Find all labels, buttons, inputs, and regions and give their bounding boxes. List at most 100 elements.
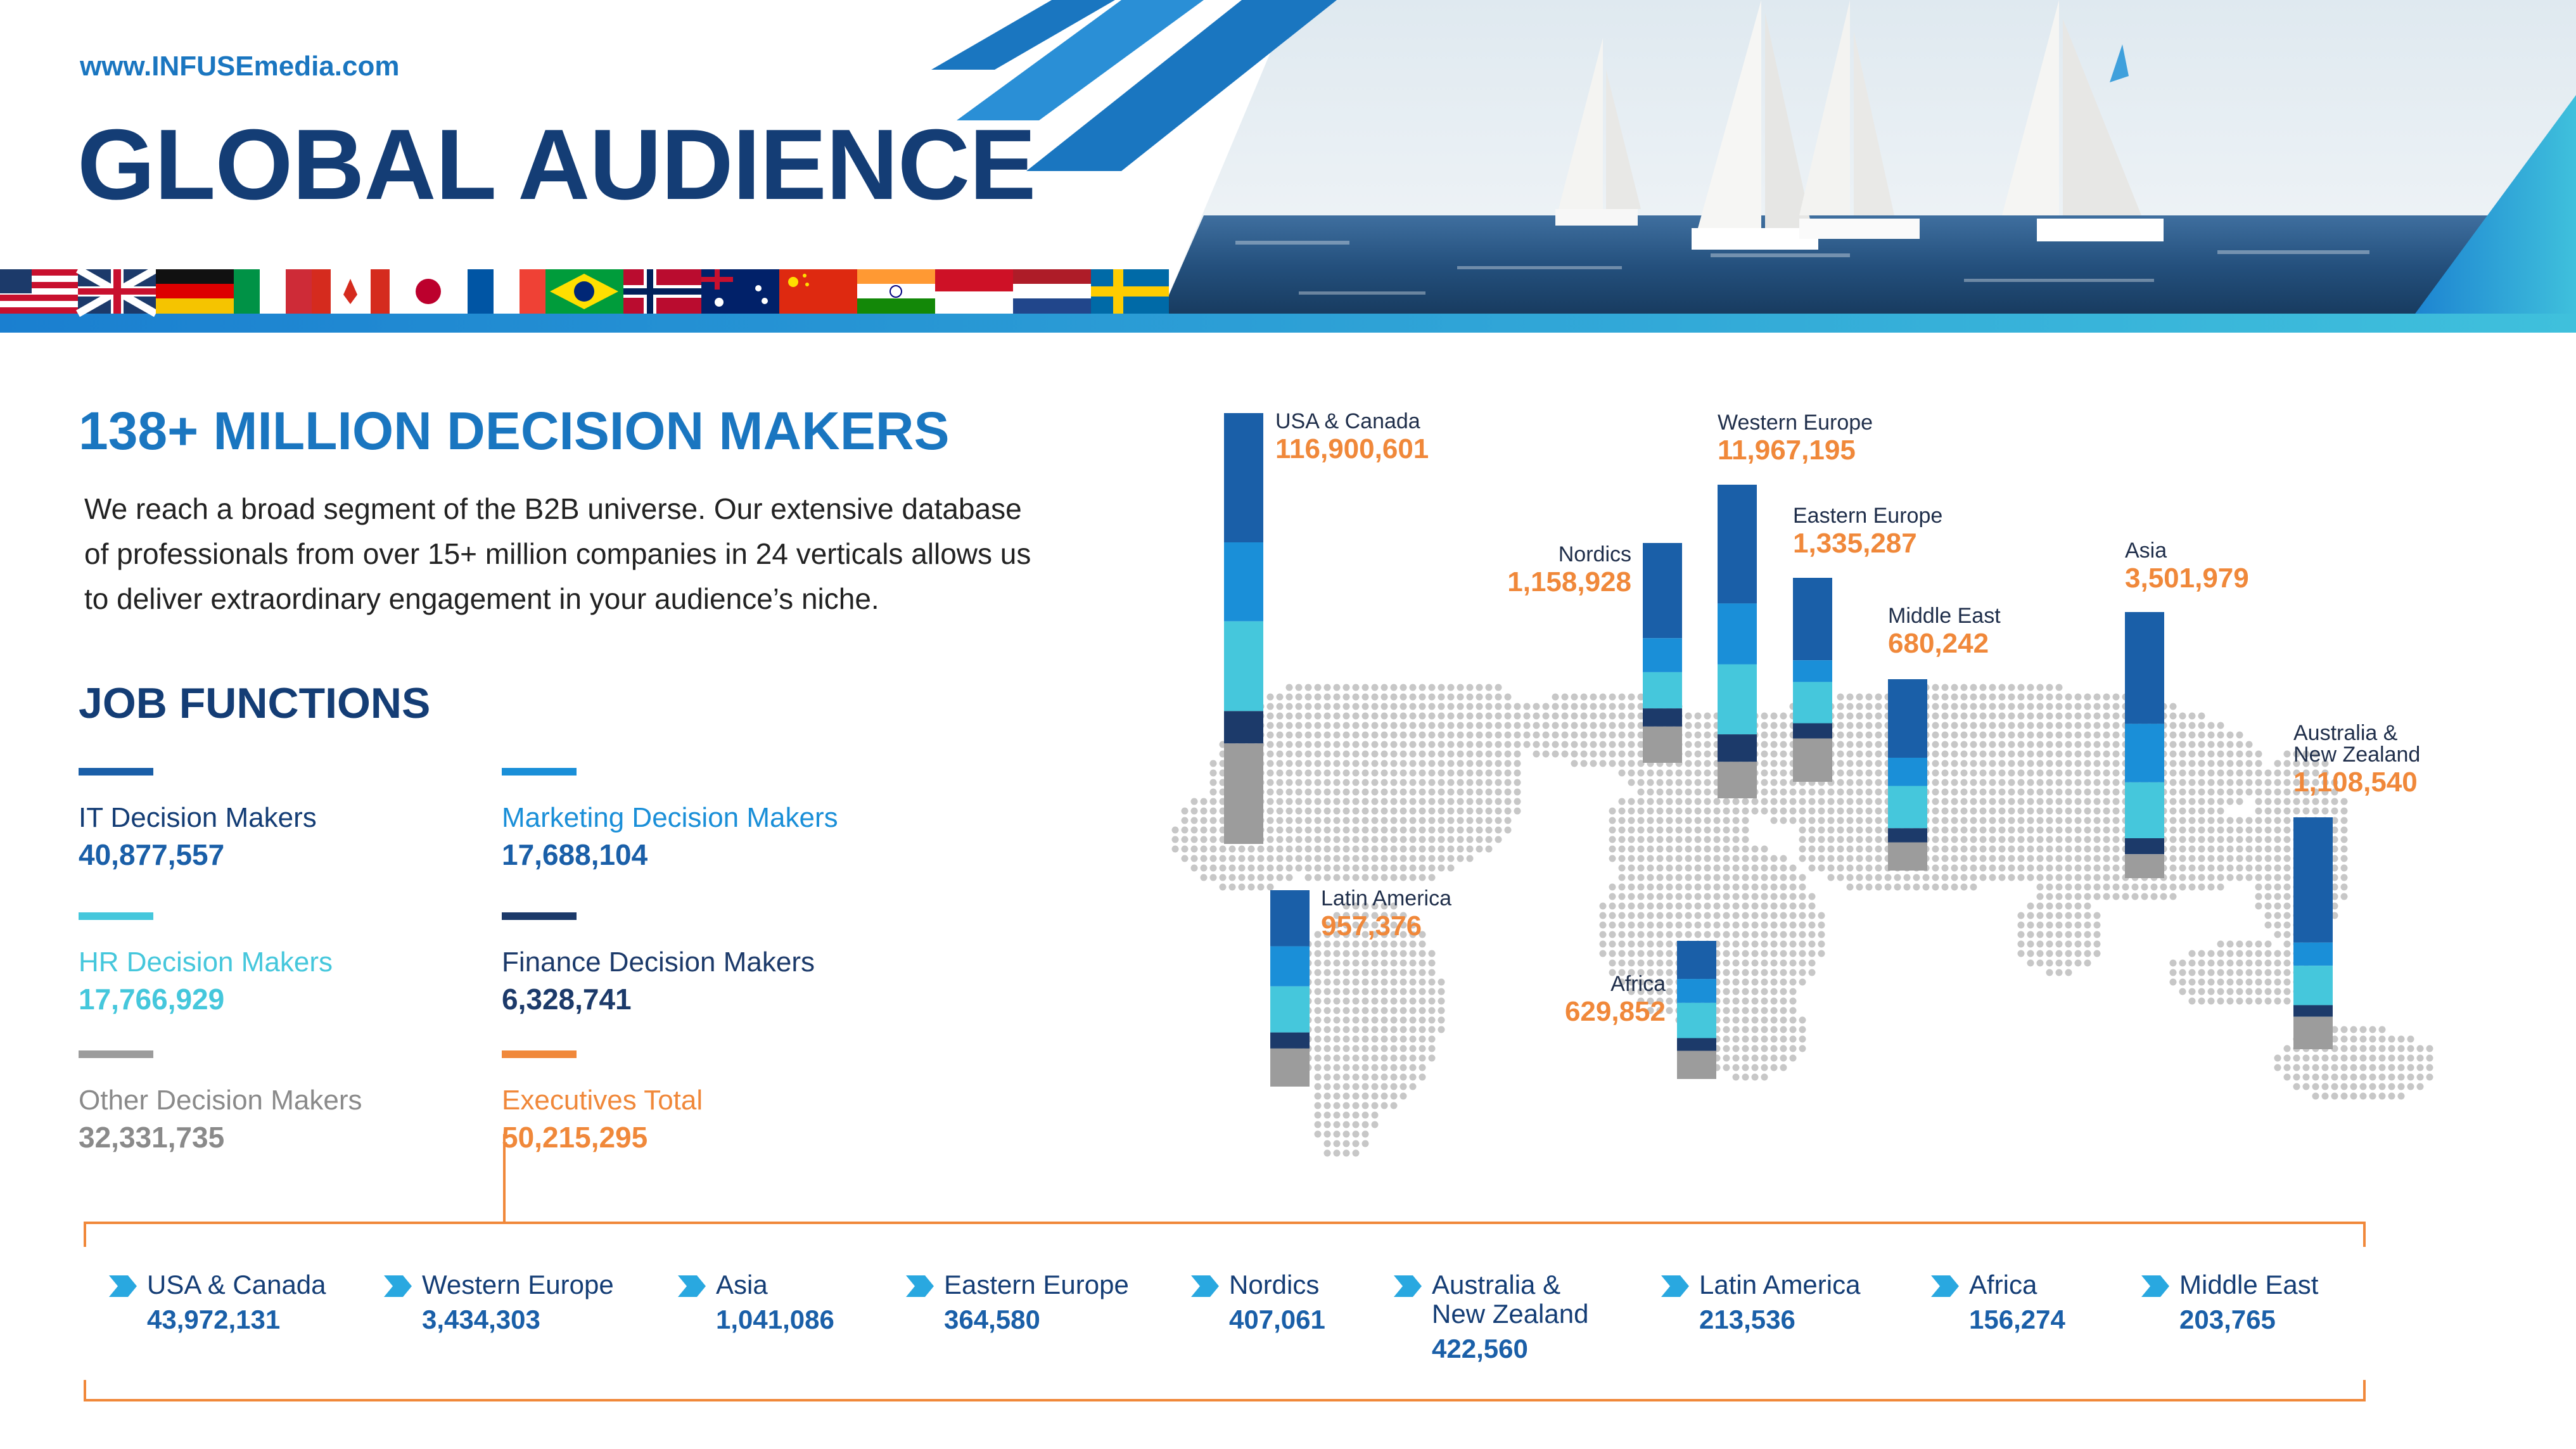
job-function-item: HR Decision Makers 17,766,929 — [79, 912, 459, 1018]
germany-flag — [156, 269, 234, 314]
region-executives-label: Nordics — [1229, 1270, 1320, 1299]
sweden-flag — [1091, 269, 1169, 314]
job-function-label: Marketing Decision Makers — [502, 802, 838, 833]
bar-segment-finance — [1793, 723, 1832, 739]
bar-segment-finance — [1270, 1032, 1310, 1049]
region-bar-label: USA & Canada — [1275, 409, 1420, 433]
bar-segment-it — [2125, 612, 2164, 724]
region-bar-label: Africa — [1610, 972, 1666, 996]
page-title: GLOBAL AUDIENCE — [77, 109, 1036, 220]
decor-stripe-2 — [957, 0, 1204, 120]
region-bar-value: 957,376 — [1321, 910, 1422, 942]
bar-segment-marketing — [1677, 979, 1716, 1003]
bar-segment-finance — [2293, 1005, 2333, 1017]
bar-segment-hr — [2293, 966, 2333, 1005]
job-function-item: Executives Total 50,215,295 — [502, 1050, 882, 1156]
region-executives-value: 3,434,303 — [422, 1305, 540, 1334]
bar-segment-marketing — [1793, 660, 1832, 682]
bar-segment-hr — [1224, 621, 1263, 712]
intro-line: We reach a broad segment of the B2B univ… — [84, 492, 1022, 525]
region-executives-value: 364,580 — [944, 1305, 1040, 1334]
chevron-right-icon — [1191, 1275, 1219, 1297]
decor-corner — [2401, 95, 2576, 333]
region-executives-label: Africa — [1969, 1270, 2037, 1299]
region-executives-label: Australia & New Zealand — [1432, 1270, 1589, 1329]
website-url[interactable]: www.INFUSEmedia.com — [80, 51, 400, 82]
uk-flag — [76, 265, 158, 317]
region-bar-value: 1,108,540 — [2293, 767, 2418, 798]
canada-flag — [312, 269, 390, 314]
intro-paragraph: We reach a broad segment of the B2B univ… — [84, 487, 1098, 622]
bar-segment-other — [1643, 726, 1682, 763]
bar-segment-hr — [1643, 672, 1682, 709]
job-function-item: Finance Decision Makers 6,328,741 — [502, 912, 882, 1018]
legend-swatch — [502, 1050, 577, 1058]
bar-segment-marketing — [1224, 542, 1263, 622]
bar-segment-marketing — [2293, 942, 2333, 966]
executives-bracket — [84, 1134, 2366, 1401]
intro-line: to deliver extraordinary engagement in y… — [84, 582, 879, 615]
job-function-value: 6,328,741 — [502, 983, 632, 1016]
region-executives-value: 43,972,131 — [147, 1305, 281, 1334]
legend-swatch — [79, 912, 153, 920]
bar-segment-finance — [1677, 1038, 1716, 1051]
decor-stripe-3 — [1026, 0, 1337, 171]
bar-segment-other — [2293, 1016, 2333, 1049]
bar-segment-other — [1793, 738, 1832, 782]
flags-strip — [0, 265, 1169, 317]
region-executives-value: 407,061 — [1229, 1305, 1325, 1334]
world-map-chart — [1171, 413, 2433, 1157]
region-executives-label: Middle East — [2179, 1270, 2319, 1299]
italy-flag — [234, 269, 312, 314]
chevron-right-icon — [1661, 1275, 1689, 1297]
bar-segment-it — [1270, 890, 1310, 947]
bar-segment-marketing — [1270, 946, 1310, 986]
region-executives-label: Western Europe — [422, 1270, 614, 1299]
australia-flag — [701, 269, 779, 314]
china-flag — [779, 269, 857, 314]
region-bar-label: Middle East — [1888, 604, 2001, 628]
job-function-value: 32,331,735 — [79, 1121, 225, 1154]
netherlands-flag — [1013, 269, 1091, 314]
us-flag — [0, 269, 78, 314]
bar-segment-finance — [1718, 734, 1757, 762]
bar-segment-it — [1718, 485, 1757, 604]
bar-segment-finance — [1643, 708, 1682, 727]
bar-segment-hr — [2125, 782, 2164, 838]
region-bar-value: 11,967,195 — [1718, 435, 1856, 466]
chevron-right-icon — [1931, 1275, 1959, 1297]
region-executives-value: 203,765 — [2179, 1305, 2276, 1334]
bar-segment-other — [1270, 1048, 1310, 1087]
job-function-label: Executives Total — [502, 1085, 703, 1116]
bar-segment-finance — [1888, 828, 1927, 843]
chevron-right-icon — [1394, 1275, 1422, 1297]
region-bars — [1224, 413, 2333, 1087]
region-bar-value: 116,900,601 — [1275, 433, 1429, 464]
region-bar-label: Australia & New Zealand — [2293, 721, 2421, 767]
bar-segment-marketing — [1718, 603, 1757, 665]
bar-segment-marketing — [1643, 638, 1682, 672]
chevron-right-icon — [384, 1275, 412, 1297]
bar-segment-it — [1888, 679, 1927, 758]
bar-segment-other — [2125, 854, 2164, 878]
chevron-right-icon — [678, 1275, 706, 1297]
norway-flag — [623, 269, 701, 314]
legend-swatch — [502, 912, 577, 920]
region-executives-label: Asia — [716, 1270, 768, 1299]
indonesia-flag — [935, 269, 1013, 314]
job-function-value: 50,215,295 — [502, 1121, 648, 1154]
region-executives-label: Eastern Europe — [944, 1270, 1129, 1299]
region-executives-value: 156,274 — [1969, 1305, 2065, 1334]
job-functions-heading: JOB FUNCTIONS — [79, 679, 431, 727]
sailboats-illustration — [1555, 0, 2164, 250]
job-function-value: 40,877,557 — [79, 838, 225, 871]
bar-segment-it — [1793, 578, 1832, 661]
job-function-item: Other Decision Makers 32,331,735 — [79, 1050, 459, 1156]
job-function-item: Marketing Decision Makers 17,688,104 — [502, 768, 882, 873]
japan-flag — [390, 269, 468, 314]
job-function-label: IT Decision Makers — [79, 802, 317, 833]
chevron-right-icon — [2141, 1275, 2169, 1297]
region-bar-label: Asia — [2125, 539, 2167, 563]
legend-swatch — [79, 768, 153, 776]
bar-segment-other — [1718, 762, 1757, 798]
